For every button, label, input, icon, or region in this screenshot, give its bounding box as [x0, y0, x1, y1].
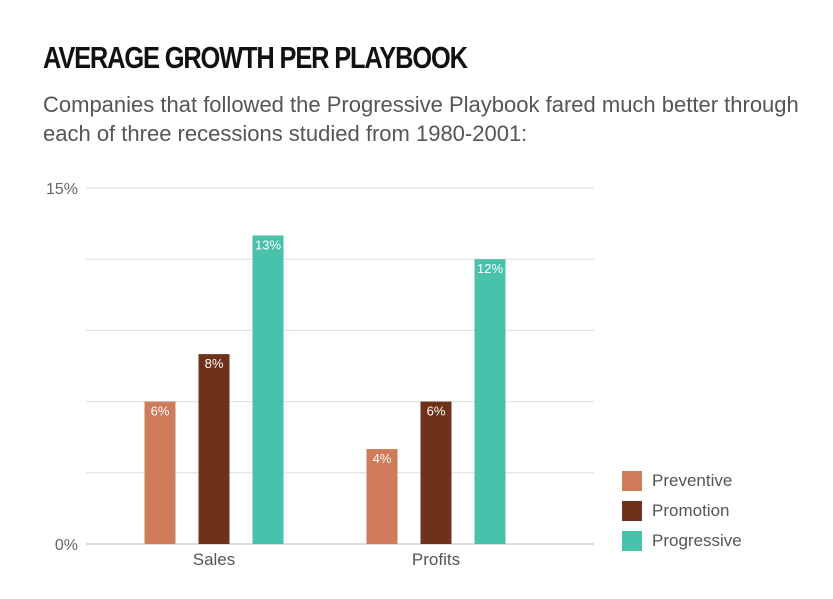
bar-preventive-sales	[144, 401, 176, 544]
chart-subtitle: Companies that followed the Progressive …	[43, 92, 799, 146]
x-category-label: Profits	[412, 550, 460, 569]
x-category-label: Sales	[193, 550, 236, 569]
data-label: 6%	[151, 404, 170, 419]
legend-item-preventive: Preventive	[622, 466, 742, 496]
chart-title: AVERAGE GROWTH PER PLAYBOOK	[43, 40, 468, 75]
legend-swatch-preventive	[622, 471, 642, 491]
x-axis-categories: Sales Profits	[193, 550, 460, 569]
legend-swatch-promotion	[622, 501, 642, 521]
legend: Preventive Promotion Progressive	[622, 466, 742, 556]
legend-item-promotion: Promotion	[622, 496, 742, 526]
data-label: 8%	[205, 356, 224, 371]
legend-swatch-progressive	[622, 531, 642, 551]
data-label: 12%	[477, 261, 503, 276]
data-labels: 6% 8% 13% 4% 6% 12%	[151, 237, 504, 466]
bar-promotion-sales	[198, 354, 230, 544]
y-tick-label: 0%	[55, 537, 78, 554]
data-label: 4%	[373, 451, 392, 466]
legend-label-promotion: Promotion	[652, 501, 730, 520]
bar-progressive-profits	[474, 259, 506, 544]
y-axis-ticks: 0% 15%	[46, 181, 78, 554]
legend-item-progressive: Progressive	[622, 526, 742, 556]
legend-label-progressive: Progressive	[652, 531, 742, 550]
data-label: 6%	[427, 404, 446, 419]
bars	[144, 235, 506, 544]
bar-progressive-sales	[252, 235, 284, 544]
y-tick-label: 15%	[46, 181, 78, 198]
bar-preventive-profits	[366, 449, 398, 544]
legend-label-preventive: Preventive	[652, 471, 733, 490]
bar-promotion-profits	[420, 401, 452, 544]
data-label: 13%	[255, 237, 281, 252]
